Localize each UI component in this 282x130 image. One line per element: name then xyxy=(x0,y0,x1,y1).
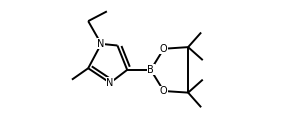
Text: N: N xyxy=(106,78,114,88)
Text: B: B xyxy=(147,65,154,75)
Text: N: N xyxy=(98,39,105,49)
Text: O: O xyxy=(160,44,168,54)
Text: O: O xyxy=(160,86,168,96)
